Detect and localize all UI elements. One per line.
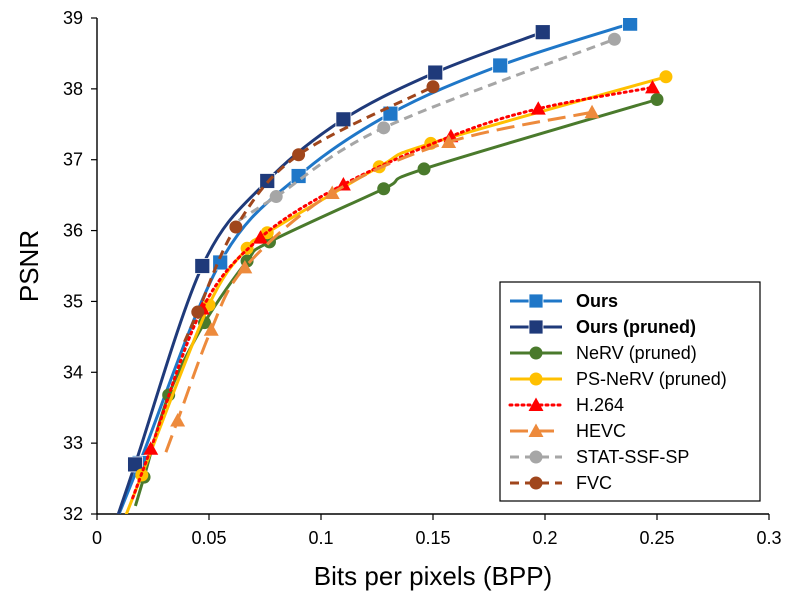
series-line-ours-pruned: [116, 30, 544, 514]
series-line-stat-ssf-sp: [237, 37, 615, 222]
data-point-ours-pruned: [127, 456, 143, 473]
y-tick-label: 39: [63, 8, 83, 28]
x-tick-label: 0.05: [191, 528, 226, 548]
data-point-nerv-pruned: [377, 182, 391, 196]
y-tick-label: 37: [63, 150, 83, 170]
data-point-ours: [492, 57, 509, 74]
x-tick-label: 0.3: [756, 528, 781, 548]
data-point-ours-pruned: [194, 258, 211, 274]
legend-item-nerv-pruned: NeRV (pruned): [510, 343, 697, 363]
data-point-stat-ssf-sp: [269, 190, 283, 204]
legend-swatch-marker: [529, 372, 543, 386]
legend-label: Ours: [576, 291, 618, 311]
y-tick-label: 33: [63, 433, 83, 453]
legend-item-ours-pruned: Ours (pruned): [510, 317, 696, 337]
data-point-ps-nerv-pruned: [659, 70, 673, 84]
data-point-h-264: [143, 441, 159, 455]
data-point-ours-pruned: [534, 24, 551, 41]
legend-item-hevc: HEVC: [510, 421, 626, 441]
data-point-ours: [622, 18, 639, 32]
series-fvc: [183, 80, 440, 343]
legend-label: STAT-SSF-SP: [576, 447, 689, 467]
data-point-hevc: [203, 322, 219, 336]
data-point-h-264: [645, 79, 660, 94]
data-point-nerv-pruned: [417, 162, 431, 176]
legend-item-h-264: H.264: [508, 395, 624, 415]
series-layer: [116, 18, 673, 514]
y-tick-label: 35: [63, 291, 83, 311]
legend-label: FVC: [576, 473, 612, 493]
legend-item-stat-ssf-sp: STAT-SSF-SP: [510, 447, 689, 467]
legend-swatch-marker: [529, 346, 543, 360]
y-tick-label: 32: [63, 504, 83, 524]
data-point-nerv-pruned: [650, 92, 664, 106]
legend-box: [499, 281, 761, 502]
legend-swatch-marker: [528, 397, 544, 411]
x-tick-label: 0.15: [415, 528, 450, 548]
legend-item-ps-nerv-pruned: PS-NeRV (pruned): [510, 369, 727, 389]
legend: Ours Ours (pruned) NeRV (pruned) PS-NeRV (p…: [499, 281, 761, 502]
y-axis-title: PSNR: [14, 230, 44, 302]
data-point-fvc: [426, 80, 440, 94]
y-tick-label: 38: [63, 79, 83, 99]
data-point-fvc: [292, 148, 306, 162]
series-hevc: [164, 104, 600, 453]
legend-label: H.264: [576, 395, 624, 415]
series-stat-ssf-sp: [237, 32, 621, 222]
y-tick-label: 34: [63, 362, 83, 382]
series-ours-pruned: [116, 24, 551, 514]
legend-label: HEVC: [576, 421, 626, 441]
y-tick-label: 36: [63, 221, 83, 241]
x-tick-label: 0.25: [639, 528, 674, 548]
legend-label: Ours (pruned): [576, 317, 696, 337]
legend-item-fvc: FVC: [510, 473, 612, 493]
data-point-h-264: [530, 101, 546, 115]
data-point-fvc: [229, 220, 243, 234]
legend-label: PS-NeRV (pruned): [576, 369, 727, 389]
data-point-h-264: [253, 230, 268, 244]
data-point-ours-pruned: [427, 64, 444, 81]
data-point-hevc: [441, 134, 457, 148]
data-point-hevc: [170, 412, 186, 427]
x-tick-label: 0: [92, 528, 102, 548]
x-axis-title: Bits per pixels (BPP): [314, 561, 552, 591]
legend-swatch-marker: [528, 293, 544, 309]
legend-label: NeRV (pruned): [576, 343, 697, 363]
legend-swatch-marker: [529, 450, 543, 464]
axes: 0 0.05 0.1 0.15 0.2 0.25 0.3 32 33 34 35 36 37 38 39: [63, 8, 782, 548]
series-line-fvc: [183, 85, 434, 343]
data-point-stat-ssf-sp: [377, 121, 391, 135]
series-line-hevc: [164, 110, 593, 453]
legend-swatch-marker: [529, 476, 543, 490]
x-tick-label: 0.2: [532, 528, 557, 548]
data-point-ours-pruned: [335, 111, 352, 128]
series-line-h-264: [131, 85, 654, 500]
x-tick-label: 0.1: [308, 528, 333, 548]
legend-swatch-marker: [528, 319, 544, 335]
data-point-fvc: [191, 305, 205, 319]
legend-swatch-marker: [528, 423, 544, 437]
data-point-hevc: [324, 185, 340, 199]
data-point-hevc: [237, 259, 253, 274]
legend-item-ours: Ours: [510, 291, 618, 311]
data-point-hevc: [584, 104, 600, 119]
data-point-stat-ssf-sp: [607, 32, 621, 46]
